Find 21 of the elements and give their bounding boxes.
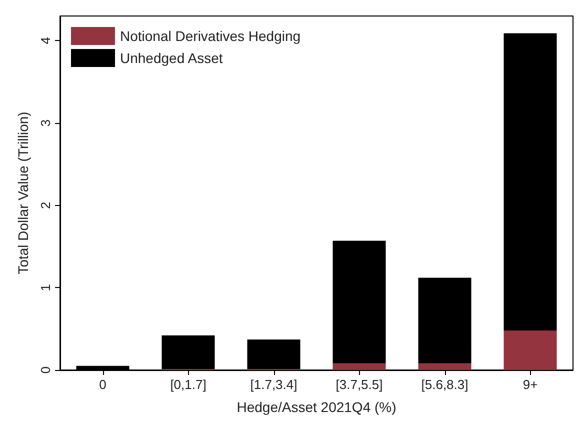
x-tick-label: 0 xyxy=(99,377,106,392)
y-tick-label: 4 xyxy=(38,37,53,44)
y-tick-label: 0 xyxy=(38,366,53,374)
bar xyxy=(332,363,386,370)
y-tick-label: 2 xyxy=(38,202,53,209)
bar xyxy=(418,363,472,370)
y-axis-title: Total Dollar Value (Trillion) xyxy=(15,112,31,274)
x-tick-label: [5.6,8.3] xyxy=(421,377,468,392)
x-tick-label: [0,1.7] xyxy=(170,377,206,392)
legend-label: Notional Derivatives Hedging xyxy=(120,28,301,44)
x-tick-label: 9+ xyxy=(522,377,538,392)
bar xyxy=(504,330,557,370)
x-tick-label: [3.7,5.5] xyxy=(336,377,383,392)
x-axis-title: Hedge/Asset 2021Q4 (%) xyxy=(236,399,396,415)
legend-label: Unhedged Asset xyxy=(120,50,223,66)
bar xyxy=(504,33,557,330)
bar xyxy=(418,278,472,364)
x-tick-label: [1.7,3.4] xyxy=(250,377,298,392)
y-tick-label: 3 xyxy=(38,119,53,127)
bar xyxy=(332,240,386,364)
y-tick-label: 1 xyxy=(38,284,53,292)
